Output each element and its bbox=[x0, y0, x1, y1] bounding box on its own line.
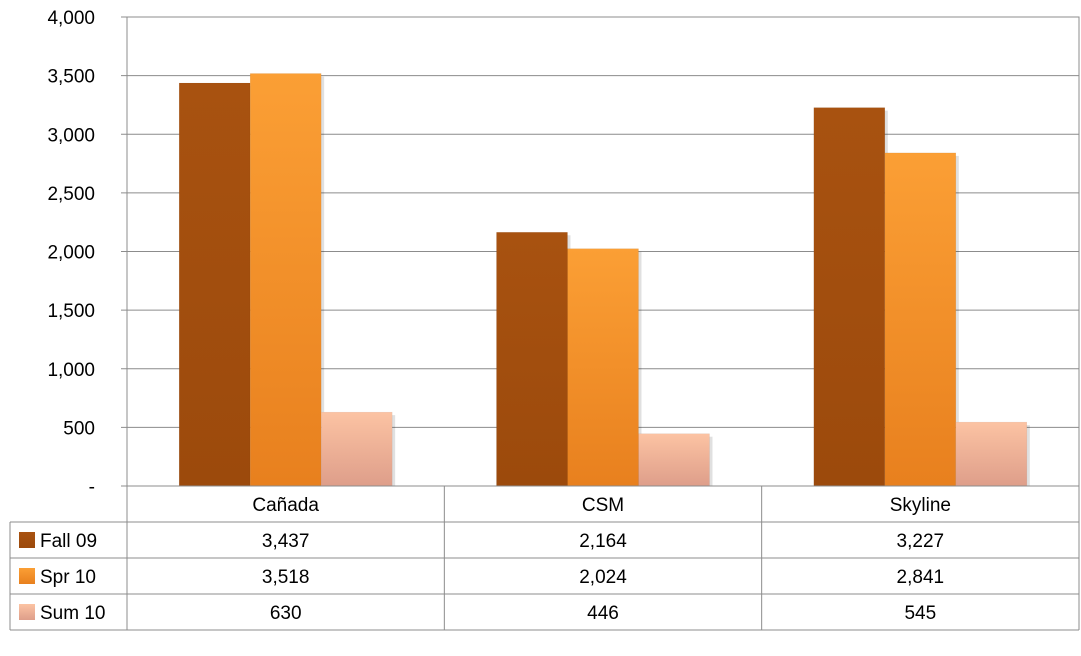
bar-sum-10 bbox=[955, 421, 1028, 487]
data-label: 545 bbox=[904, 603, 936, 624]
bar-sum-10 bbox=[638, 433, 710, 487]
category-label: Skyline bbox=[890, 495, 951, 516]
y-tick-label: 1,500 bbox=[47, 301, 95, 322]
bar-fall-09 bbox=[178, 82, 251, 487]
bars bbox=[178, 73, 1030, 487]
y-tick-label: 2,500 bbox=[47, 184, 95, 205]
data-label: 3,518 bbox=[262, 567, 310, 588]
legend-swatch bbox=[19, 604, 35, 620]
y-tick-label: 3,500 bbox=[47, 67, 95, 88]
bar-fall-09 bbox=[496, 232, 568, 487]
legend-swatch bbox=[19, 532, 35, 548]
y-tick-label: 4,000 bbox=[47, 8, 95, 29]
data-label: 2,164 bbox=[579, 531, 627, 552]
legend-label: Fall 09 bbox=[40, 531, 97, 552]
legend-label: Sum 10 bbox=[40, 603, 105, 624]
data-label: 3,227 bbox=[897, 531, 945, 552]
y-tick-label: - bbox=[89, 477, 95, 498]
bar-spr-10 bbox=[249, 73, 322, 487]
data-label: 2,024 bbox=[579, 567, 627, 588]
legend-label: Spr 10 bbox=[40, 567, 96, 588]
bar-spr-10 bbox=[884, 152, 957, 487]
category-label: Cañada bbox=[252, 495, 319, 516]
y-tick-label: 1,000 bbox=[47, 360, 95, 381]
category-label: CSM bbox=[582, 495, 624, 516]
bar-spr-10 bbox=[567, 248, 639, 487]
data-table: Cañada CSM Skyline Fall 09 3,437 2,164 3,227 Sp… bbox=[9, 485, 1080, 631]
data-label: 630 bbox=[270, 603, 302, 624]
y-tick-label: 3,000 bbox=[47, 125, 95, 146]
y-tick-label: 2,000 bbox=[47, 243, 95, 264]
data-label: 3,437 bbox=[262, 531, 310, 552]
y-axis: - 500 1,000 1,500 2,000 2,500 3,000 3,500 4,000 bbox=[47, 8, 127, 498]
y-tick-label: 500 bbox=[63, 418, 95, 439]
bar-fall-09 bbox=[813, 107, 886, 487]
data-label: 2,841 bbox=[897, 567, 945, 588]
legend-swatch bbox=[19, 568, 35, 584]
data-label: 446 bbox=[587, 603, 619, 624]
bar-sum-10 bbox=[320, 411, 393, 487]
